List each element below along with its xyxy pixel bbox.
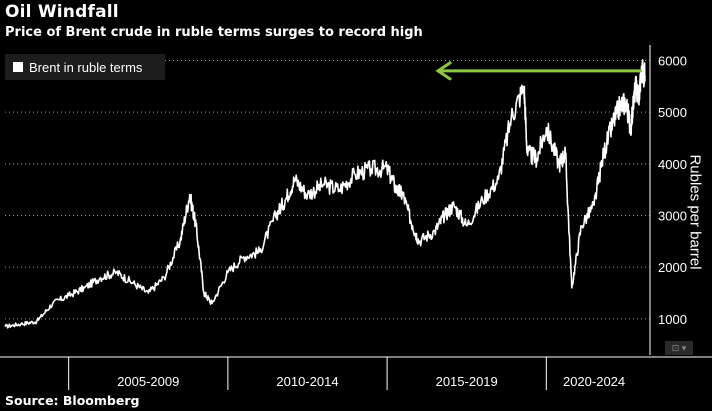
zoom-glyph: ⊡ ▾	[671, 342, 687, 353]
legend-swatch	[13, 62, 23, 72]
record-high-arrow	[435, 61, 642, 81]
x-axis: 2005-2009 2010-2014 2015-2019 2020-2024	[0, 356, 712, 390]
y-axis-tick-labels: 1000 2000 3000 4000 5000 6000	[658, 54, 687, 327]
x-tick-label: 2005-2009	[117, 374, 179, 389]
y-tick-label: 2000	[658, 260, 687, 275]
legend-label: Brent in ruble terms	[29, 59, 143, 75]
y-tick-label: 4000	[658, 157, 687, 172]
x-tick-label: 2020-2024	[563, 374, 625, 389]
chart-subtitle: Price of Brent crude in ruble terms surg…	[5, 25, 423, 40]
grid-lines	[5, 45, 651, 355]
series-line-brent	[4, 59, 646, 329]
y-tick-label: 3000	[658, 209, 687, 224]
chart-title: Oil Windfall	[5, 2, 119, 22]
chart-zoom-icon[interactable]: ⊡ ▾	[665, 341, 693, 355]
source-note: Source: Bloomberg	[5, 393, 140, 408]
arrow-head	[435, 61, 452, 81]
x-tick-label: 2015-2019	[436, 374, 498, 389]
x-tick-label: 2010-2014	[276, 374, 338, 389]
y-tick-label: 5000	[658, 105, 687, 120]
y-axis-label: Rubles per barrel	[686, 154, 704, 270]
legend[interactable]: Brent in ruble terms	[5, 54, 165, 80]
y-tick-label: 1000	[658, 312, 687, 327]
y-tick-label: 6000	[658, 54, 687, 69]
